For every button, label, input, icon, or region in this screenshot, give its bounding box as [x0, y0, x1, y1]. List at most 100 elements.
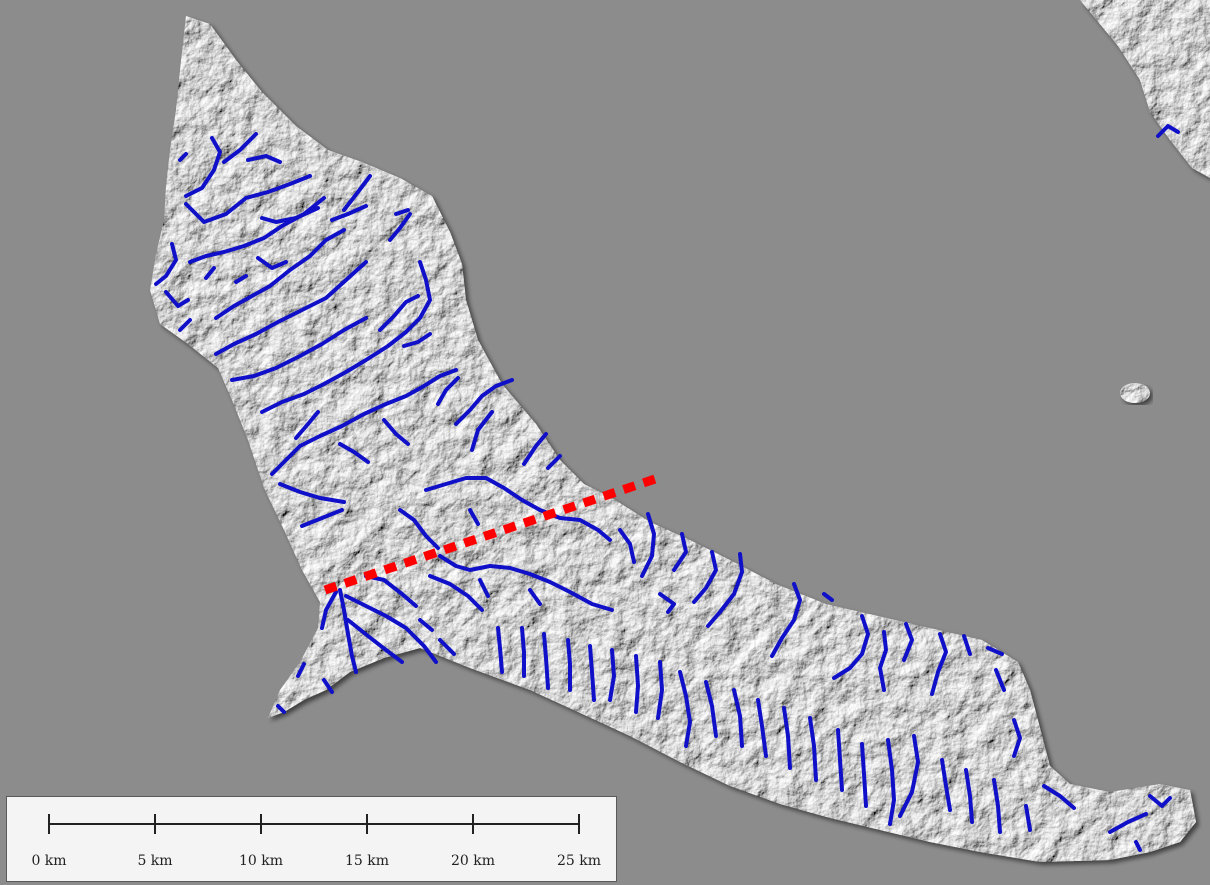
stream — [338, 588, 358, 674]
stream — [468, 508, 480, 526]
stream — [902, 622, 914, 662]
stream — [402, 332, 432, 348]
scale-tick-label: 10 km — [238, 853, 284, 869]
stream — [756, 698, 768, 758]
stream — [342, 174, 372, 212]
stream — [822, 592, 834, 602]
stream — [1108, 812, 1148, 834]
stream — [782, 706, 792, 770]
islet — [1120, 383, 1150, 403]
stream — [184, 174, 312, 224]
stream — [388, 212, 412, 242]
stream — [260, 206, 320, 224]
stream — [436, 376, 460, 406]
stream — [394, 208, 410, 216]
stream — [214, 228, 346, 320]
scale-tick-label: 25 km — [556, 853, 602, 869]
stream — [344, 594, 438, 664]
stream — [528, 588, 542, 606]
stream — [542, 632, 550, 690]
stream — [1134, 840, 1142, 852]
stream — [496, 626, 504, 674]
stream — [546, 454, 562, 470]
stream — [470, 410, 494, 452]
stream — [672, 532, 688, 572]
stream — [898, 734, 920, 818]
stream-network — [154, 124, 1180, 852]
stream — [454, 378, 514, 426]
stream — [300, 508, 344, 528]
stream — [270, 368, 458, 476]
stream — [164, 290, 190, 308]
stream — [992, 778, 1002, 834]
stream — [618, 528, 636, 564]
stream — [658, 592, 676, 614]
stream — [230, 316, 368, 382]
stream — [1012, 718, 1022, 758]
stream — [1042, 784, 1076, 810]
stream — [770, 582, 802, 658]
island-relief — [150, 16, 1196, 862]
stream — [588, 644, 596, 702]
stream — [808, 716, 818, 782]
stream — [214, 260, 368, 356]
stream — [964, 768, 974, 824]
stream — [294, 410, 320, 440]
stream — [438, 638, 456, 656]
stream — [278, 482, 346, 504]
stream — [276, 704, 286, 714]
scale-tick-label: 20 km — [450, 853, 496, 869]
stream — [860, 742, 868, 808]
stream — [692, 550, 718, 604]
stream — [640, 512, 656, 578]
scale-tick-label: 15 km — [344, 853, 390, 869]
stream — [678, 670, 692, 748]
stream — [398, 508, 440, 550]
stream — [836, 728, 844, 792]
stream — [204, 266, 216, 280]
stream — [296, 662, 306, 678]
stream — [1148, 794, 1172, 808]
stream — [878, 630, 888, 692]
stream — [438, 554, 614, 612]
scale-bar-graphic — [48, 814, 580, 834]
stream — [1156, 124, 1180, 138]
stream — [520, 626, 526, 678]
stream — [260, 260, 432, 414]
stream — [522, 432, 548, 466]
stream — [346, 618, 404, 664]
stream — [704, 680, 718, 738]
stream — [986, 646, 1004, 656]
stream — [322, 678, 334, 694]
scale-tick-label: 0 km — [31, 853, 67, 869]
stream — [732, 688, 744, 748]
stream — [428, 574, 484, 612]
stream — [566, 638, 572, 692]
stream — [184, 136, 222, 198]
stream — [364, 574, 418, 608]
stream — [320, 590, 338, 630]
stream — [424, 476, 612, 542]
stream — [1024, 804, 1032, 832]
stream — [378, 294, 420, 332]
stream — [940, 758, 952, 812]
scale-bar: 0 km 5 km 10 km 15 km 20 km 25 km — [6, 796, 617, 882]
stream — [246, 154, 282, 164]
stream — [634, 654, 640, 714]
stream — [994, 668, 1006, 692]
stream — [930, 632, 948, 696]
stream — [178, 152, 188, 162]
stream — [222, 132, 258, 164]
stream — [418, 618, 434, 632]
stream — [178, 318, 192, 332]
stream — [962, 634, 972, 656]
stream — [706, 552, 744, 628]
scale-tick-label: 5 km — [137, 853, 173, 869]
stream — [338, 442, 370, 464]
stream — [154, 242, 178, 286]
stream — [256, 256, 288, 270]
transect-line — [323, 474, 657, 595]
stream — [832, 614, 870, 680]
stream — [234, 274, 248, 284]
